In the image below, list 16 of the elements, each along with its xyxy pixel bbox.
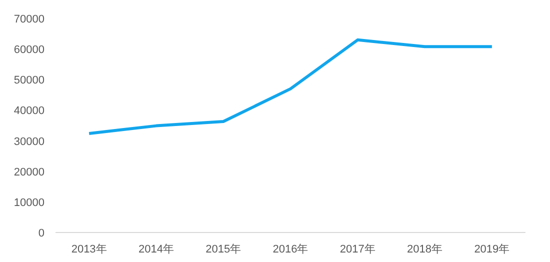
y-tick-label: 10000 — [14, 196, 45, 209]
x-tick-label: 2016年 — [272, 244, 308, 256]
x-tick-label: 2013年 — [71, 244, 107, 256]
line-series — [88, 38, 494, 135]
y-tick-label: 40000 — [14, 105, 45, 118]
x-tick-label: 2015年 — [206, 244, 242, 256]
y-tick-label: 30000 — [14, 136, 45, 148]
x-tick-label: 2018年 — [407, 244, 443, 256]
x-tick-label: 2014年 — [138, 244, 174, 256]
x-tick-label: 2017年 — [340, 244, 376, 256]
y-tick-label: 0 — [38, 228, 45, 240]
y-tick-label: 60000 — [14, 44, 45, 56]
y-tick-label: 50000 — [14, 74, 45, 87]
y-tick-label: 20000 — [14, 166, 45, 178]
x-tick-label: 2019年 — [474, 244, 510, 256]
y-tick-label: 70000 — [14, 14, 45, 26]
